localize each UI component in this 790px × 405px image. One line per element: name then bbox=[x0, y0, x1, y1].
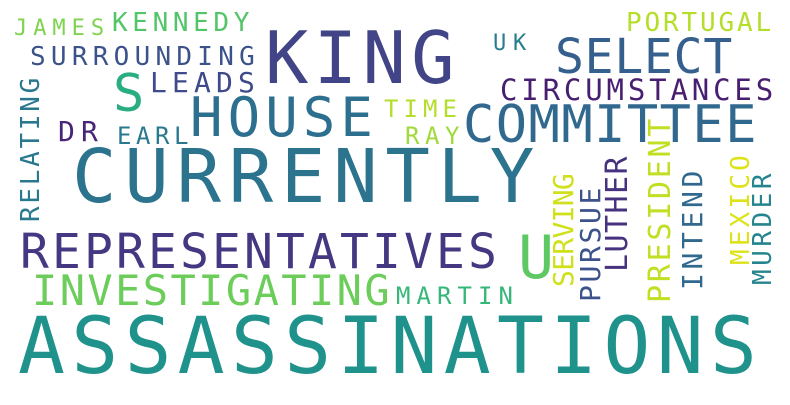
word-representatives: REPRESENTATIVES bbox=[20, 224, 500, 280]
word-house: HOUSE bbox=[190, 86, 379, 149]
word-relating: RELATING bbox=[16, 75, 46, 222]
word-investigating: INVESTIGATING bbox=[32, 266, 393, 315]
word-dr: DR bbox=[58, 115, 104, 148]
word-kennedy: KENNEDY bbox=[112, 8, 254, 38]
word-murder: MURDER bbox=[748, 170, 778, 285]
word-james: JAMES bbox=[14, 16, 111, 41]
word-portugal: PORTUGAL bbox=[626, 8, 775, 38]
word-king: KING bbox=[265, 16, 461, 100]
word-surrounding: SURROUNDING bbox=[30, 42, 261, 72]
word-leads: LEADS bbox=[150, 66, 260, 99]
word-ray: RAY bbox=[405, 122, 465, 150]
word-uk: UK bbox=[493, 31, 534, 56]
word-luther: LUTHER bbox=[600, 154, 635, 272]
word-circumstances: CIRCUMSTANCES bbox=[500, 73, 778, 107]
word-u: U bbox=[518, 223, 557, 293]
word-committee: COMMITTEE bbox=[463, 95, 758, 155]
word-intend: INTEND bbox=[676, 167, 709, 290]
word-assassinations: ASSASSINATIONS bbox=[18, 302, 764, 392]
word-select: SELECT bbox=[555, 29, 734, 85]
word-currently: CURRENTLY bbox=[72, 134, 542, 220]
word-president: PRESIDENT bbox=[643, 115, 678, 303]
word-earl: EARL bbox=[117, 122, 193, 150]
word-s: S bbox=[113, 64, 146, 124]
word-time: TIME bbox=[384, 95, 462, 123]
word-martin: MARTIN bbox=[396, 282, 519, 310]
